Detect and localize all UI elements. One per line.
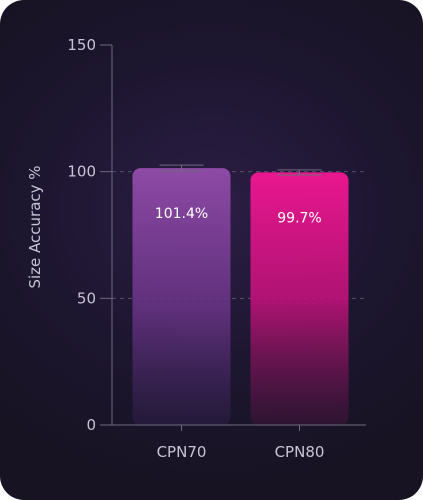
- x-tick-label-cpn70: CPN70: [157, 443, 207, 461]
- data-label-cpn80: 99.7%: [277, 210, 321, 226]
- x-tick-label-cpn80: CPN80: [275, 443, 325, 461]
- y-axis-label: Size Accuracy %: [26, 165, 44, 288]
- y-tick-label-50: 50: [77, 289, 96, 307]
- y-tick-label-150: 150: [67, 36, 96, 54]
- axes: [100, 44, 366, 431]
- bars: [132, 164, 349, 425]
- y-tick-label-100: 100: [67, 163, 96, 181]
- y-tick-label-0: 0: [86, 416, 96, 434]
- labels: 101.4% CPN70 99.7% CPN80 0 50 100 150 Size Accur…: [26, 36, 324, 461]
- data-label-cpn70: 101.4%: [155, 206, 208, 222]
- bar-cpn80: [250, 172, 349, 425]
- bar-cpn70: [132, 168, 231, 425]
